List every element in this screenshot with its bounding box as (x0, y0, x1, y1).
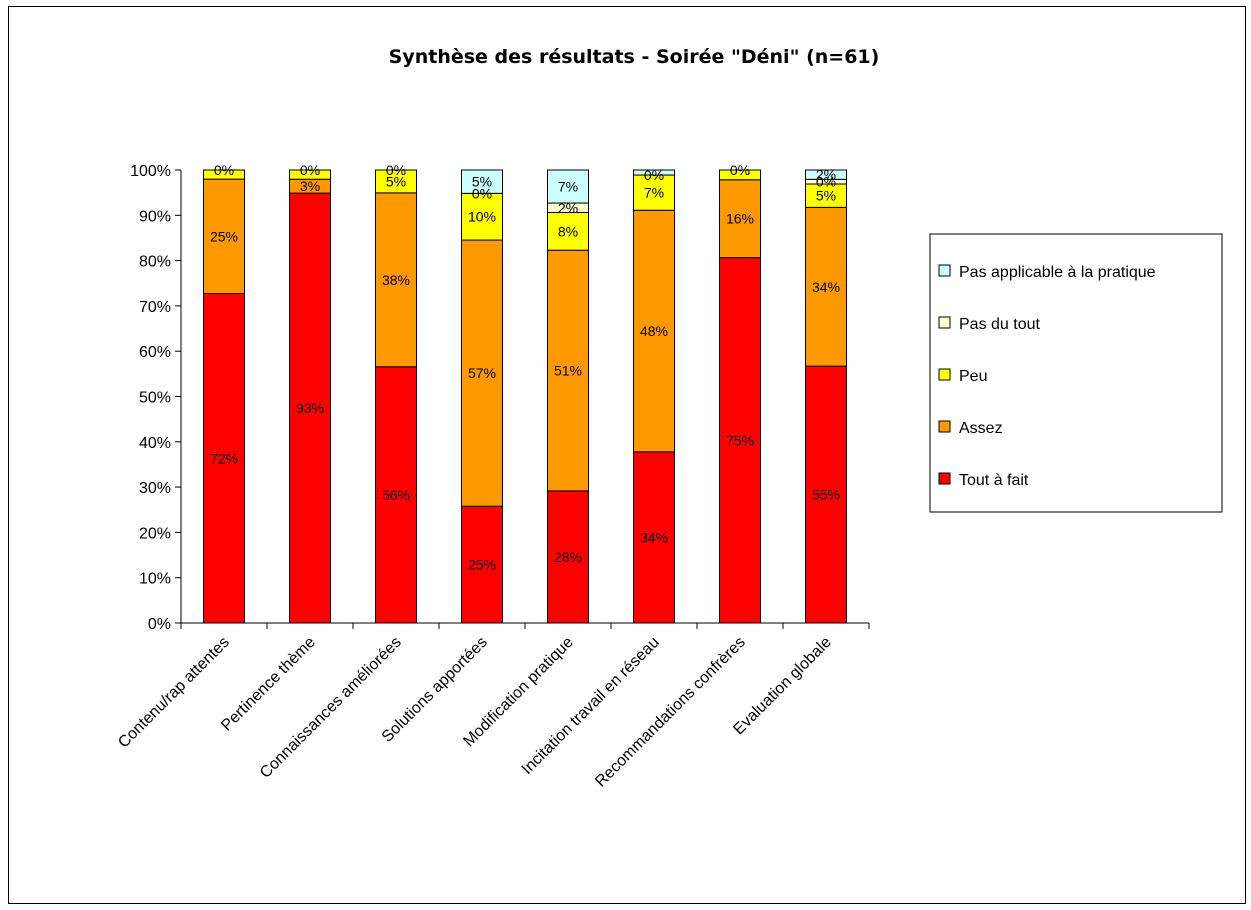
bar-segment (547, 490, 589, 624)
legend-swatch (938, 420, 951, 433)
legend-label: Assez (959, 420, 1003, 437)
bar-segment (633, 174, 675, 211)
y-tick-label: 40% (139, 435, 171, 452)
y-tick-label: 70% (139, 299, 171, 316)
data-label: 0% (816, 174, 836, 190)
data-label: 48% (640, 323, 668, 339)
data-label: 5% (816, 188, 836, 204)
data-label: 56% (382, 487, 410, 503)
data-label: 0% (214, 162, 234, 178)
bar-segment (289, 169, 331, 180)
bar-segment (375, 169, 417, 194)
data-label: 2% (558, 200, 578, 216)
legend-label: Peu (959, 368, 987, 385)
data-label: 0% (386, 162, 406, 178)
data-label: 93% (296, 400, 324, 416)
bar-segment (719, 169, 761, 181)
data-label: 57% (468, 365, 496, 381)
data-label: 38% (382, 272, 410, 288)
data-label: 34% (812, 279, 840, 295)
data-label: 7% (558, 179, 578, 195)
bar-segment (633, 451, 675, 624)
bar-segment (461, 192, 503, 241)
stacked-bar-chart: Synthèse des résultats - Soirée "Déni" (… (115, 46, 1223, 791)
chart-frame: Synthèse des résultats - Soirée "Déni" (… (8, 6, 1246, 904)
data-label: 5% (386, 173, 406, 189)
y-tick-label: 50% (139, 390, 171, 407)
bar-segment (547, 169, 589, 204)
legend: Pas applicable à la pratique Pas du tout P… (929, 233, 1223, 513)
legend-swatch (938, 264, 951, 277)
bar-segment (719, 257, 761, 624)
y-tick-label: 60% (139, 344, 171, 361)
y-tick-label: 20% (139, 525, 171, 542)
bar-segment (805, 365, 847, 624)
bar-segment (719, 179, 761, 259)
data-label: 5% (472, 174, 492, 190)
data-label: 8% (558, 223, 578, 239)
bar-segment (805, 206, 847, 367)
legend-swatch (938, 368, 951, 381)
data-label: 7% (644, 185, 664, 201)
data-label: 34% (640, 529, 668, 545)
data-label: 25% (210, 228, 238, 244)
data-label: 0% (644, 167, 664, 183)
y-tick-label: 80% (139, 254, 171, 271)
y-tick-label: 100% (130, 163, 171, 180)
data-label: 75% (726, 432, 754, 448)
data-label: 3% (300, 178, 320, 194)
data-label: 16% (726, 211, 754, 227)
data-label: 2% (816, 167, 836, 183)
x-category-label: Evaluation globale (730, 634, 835, 739)
legend-label: Pas applicable à la pratique (959, 264, 1156, 281)
data-label: 55% (812, 487, 840, 503)
x-category-label: Contenu/rap attentes (115, 634, 233, 752)
data-label: 10% (468, 209, 496, 225)
data-label: 25% (468, 557, 496, 573)
bar-segment (633, 169, 675, 176)
bar-segment (203, 169, 245, 180)
data-label: 28% (554, 549, 582, 565)
x-category-label: Pertinence thème (218, 634, 319, 735)
bar-segment (461, 169, 503, 194)
y-tick-label: 30% (139, 480, 171, 497)
bar-segment (805, 169, 847, 180)
bar-segment (461, 239, 503, 507)
y-tick-label: 0% (148, 616, 171, 633)
data-label: 0% (472, 185, 492, 201)
x-category-label: Incitation travail en réseau (519, 634, 663, 778)
bar-segment (547, 211, 589, 251)
data-label: 0% (300, 162, 320, 178)
y-tick-label: 10% (139, 571, 171, 588)
legend-swatch (938, 316, 951, 329)
data-label: 72% (210, 450, 238, 466)
bar-segment (461, 505, 503, 624)
data-label: 0% (730, 162, 750, 178)
x-category-label: Recommandations confrères (592, 634, 749, 791)
chart-title: Synthèse des résultats - Soirée "Déni" (… (389, 46, 880, 68)
y-tick-label: 90% (139, 208, 171, 225)
bars (203, 169, 847, 624)
bar-segment (289, 192, 331, 624)
legend-box (929, 233, 1223, 513)
legend-swatch (938, 472, 951, 485)
data-label: 51% (554, 363, 582, 379)
x-category-label: Connaissances améliorées (257, 634, 405, 782)
data-labels: 72%25%0%93%3%0%56%38%5%0%25%57%10%0%5%28… (210, 162, 840, 573)
legend-label: Pas du tout (959, 316, 1041, 333)
legend-label: Tout à fait (959, 472, 1029, 489)
